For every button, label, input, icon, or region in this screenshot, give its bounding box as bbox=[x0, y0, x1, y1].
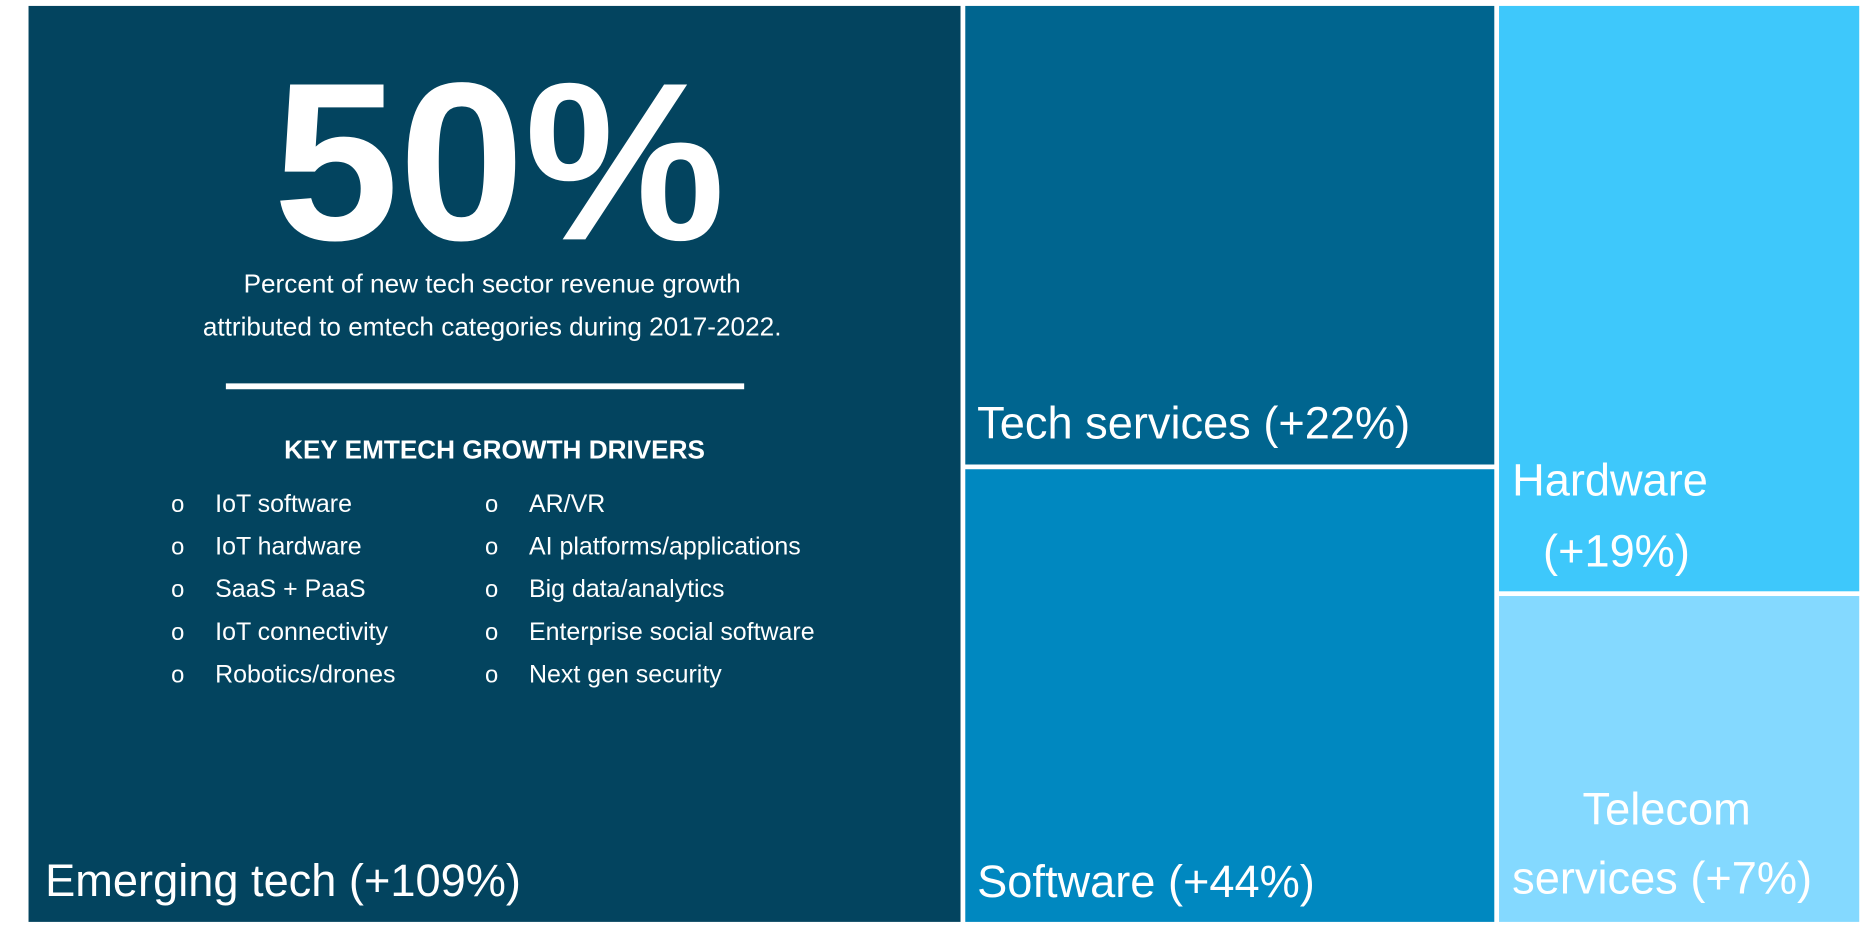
driver-item: Robotics/drones bbox=[215, 661, 395, 689]
bullet: o bbox=[171, 620, 184, 646]
tile-label: Software (+44%) bbox=[977, 856, 1315, 907]
driver-item: AI platforms/applications bbox=[529, 533, 801, 561]
driver-item: Next gen security bbox=[529, 661, 722, 689]
tile bbox=[965, 5, 1495, 465]
bullet: o bbox=[485, 577, 498, 603]
driver-item: SaaS + PaaS bbox=[215, 575, 365, 603]
drivers-list: o IoT software o IoT hardware o SaaS + PaaS o I… bbox=[171, 490, 814, 689]
headline: 50% bbox=[273, 36, 725, 288]
tile-label: Emerging tech (+109%) bbox=[45, 855, 521, 906]
bullet: o bbox=[485, 620, 498, 646]
bullet: o bbox=[171, 577, 184, 603]
bullet: o bbox=[171, 492, 184, 518]
bullet: o bbox=[485, 663, 498, 689]
driver-item: Enterprise social software bbox=[529, 618, 815, 646]
driver-item: IoT connectivity bbox=[215, 618, 388, 646]
tile bbox=[28, 5, 961, 922]
tile bbox=[1499, 5, 1860, 592]
bullet: o bbox=[171, 663, 184, 689]
drivers-title: KEY EMTECH GROWTH DRIVERS bbox=[284, 435, 705, 465]
description-line: Percent of new tech sector revenue growt… bbox=[244, 269, 741, 299]
driver-item: AR/VR bbox=[529, 490, 605, 518]
bullet: o bbox=[485, 492, 498, 518]
tile bbox=[965, 469, 1495, 922]
tile-label: services (+7%) bbox=[1512, 853, 1812, 904]
driver-item: Big data/analytics bbox=[529, 575, 725, 603]
bullet: o bbox=[171, 535, 184, 561]
tile-label: (+19%) bbox=[1543, 525, 1690, 576]
driver-item: IoT hardware bbox=[215, 533, 362, 561]
bullet: o bbox=[485, 535, 498, 561]
description-line: attributed to emtech categories during 2… bbox=[203, 311, 782, 341]
driver-item: IoT software bbox=[215, 490, 352, 518]
tile-label: Tech services (+22%) bbox=[977, 397, 1410, 448]
tile bbox=[1499, 596, 1860, 922]
tile-label: Telecom bbox=[1583, 784, 1751, 835]
tile-label: Hardware bbox=[1512, 454, 1708, 505]
tiles bbox=[28, 5, 1860, 922]
